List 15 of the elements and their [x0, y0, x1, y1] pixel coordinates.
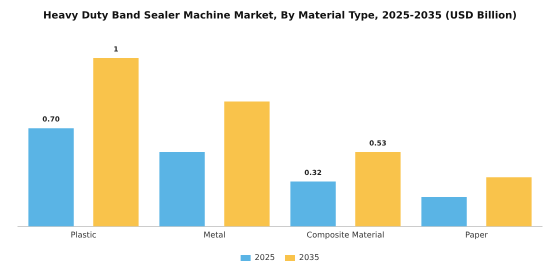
- x-tick-label: Metal: [203, 230, 226, 240]
- bar: [28, 128, 74, 226]
- bar: [355, 152, 401, 226]
- x-tick-label: Composite Material: [306, 230, 384, 240]
- bar: [93, 58, 139, 226]
- chart-title: Heavy Duty Band Sealer Machine Market, By Material Type, 2025-2035 (USD Billion): [43, 10, 517, 22]
- bar: [159, 152, 205, 226]
- x-tick-label: Plastic: [70, 230, 96, 240]
- bar: [421, 196, 467, 226]
- bar: [224, 102, 270, 226]
- bar: [486, 177, 532, 226]
- legend-label: 2035: [299, 253, 320, 262]
- x-tick-label: Paper: [465, 230, 489, 240]
- bar: [290, 182, 336, 226]
- legend-label: 2025: [254, 253, 275, 262]
